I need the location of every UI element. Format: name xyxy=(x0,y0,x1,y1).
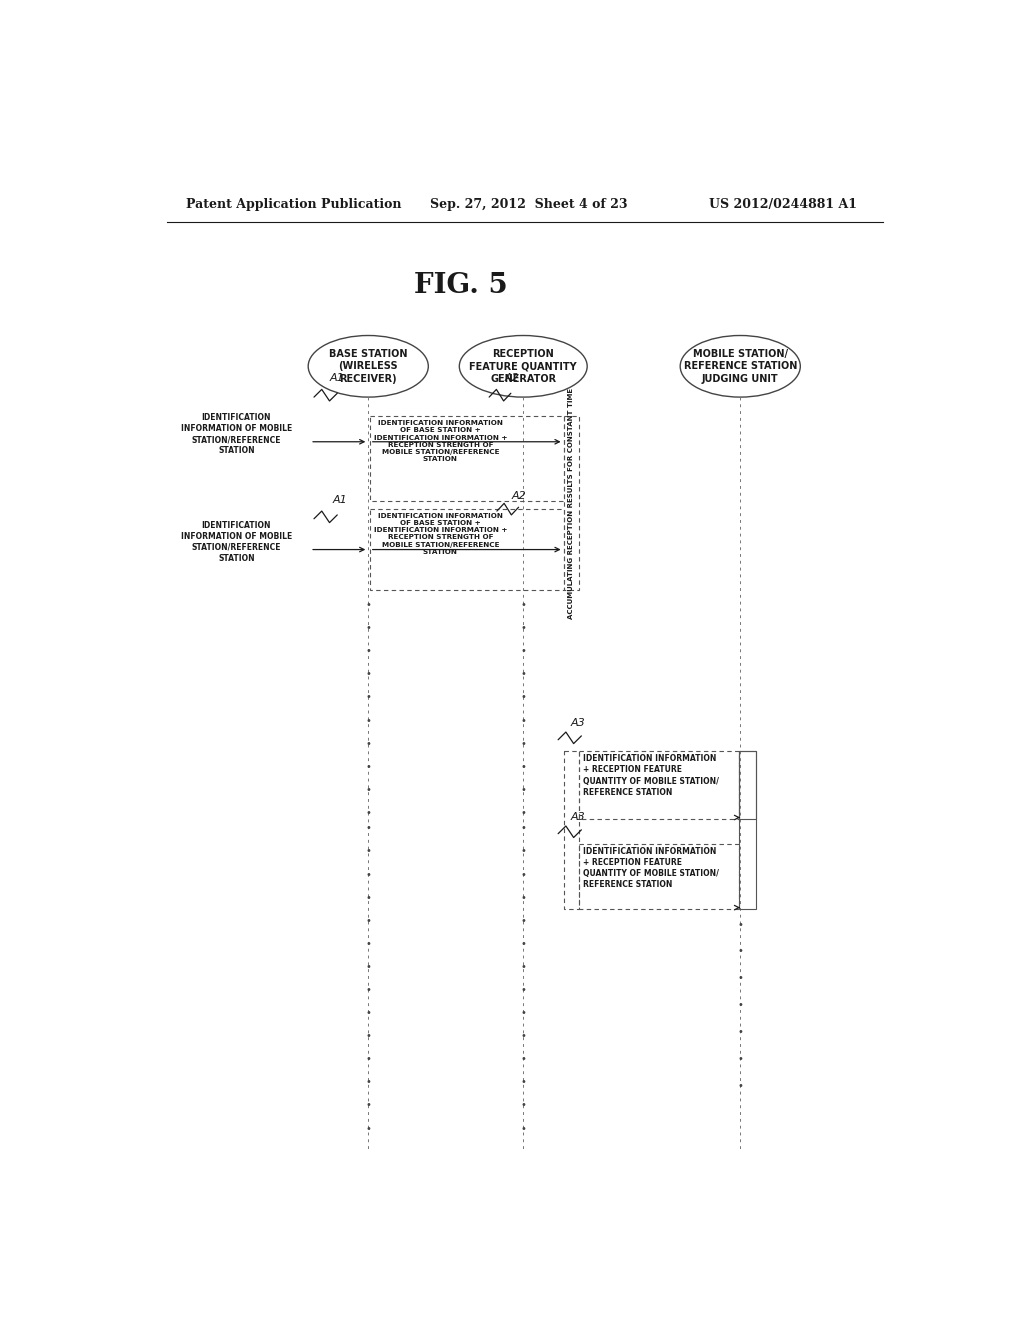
Text: A1: A1 xyxy=(330,372,345,383)
Text: A3: A3 xyxy=(570,812,585,822)
Text: •: • xyxy=(520,870,526,879)
Text: •: • xyxy=(737,1027,743,1038)
Text: •: • xyxy=(366,985,371,995)
Bar xyxy=(579,843,738,909)
Text: •: • xyxy=(737,1055,743,1064)
Text: •: • xyxy=(520,846,526,857)
Bar xyxy=(738,751,756,818)
Text: •: • xyxy=(520,785,526,795)
Text: •: • xyxy=(366,1031,371,1041)
Text: •: • xyxy=(366,808,371,818)
Text: •: • xyxy=(366,1077,371,1088)
Text: •: • xyxy=(520,824,526,833)
Text: •: • xyxy=(520,1008,526,1018)
Text: RECEPTION
FEATURE QUANTITY
GENERATOR: RECEPTION FEATURE QUANTITY GENERATOR xyxy=(469,348,578,384)
Text: •: • xyxy=(520,669,526,680)
Text: US 2012/0244881 A1: US 2012/0244881 A1 xyxy=(710,198,857,211)
Text: IDENTIFICATION
INFORMATION OF MOBILE
STATION/REFERENCE
STATION: IDENTIFICATION INFORMATION OF MOBILE STA… xyxy=(181,520,292,564)
Text: IDENTIFICATION INFORMATION
+ RECEPTION FEATURE
QUANTITY OF MOBILE STATION/
REFER: IDENTIFICATION INFORMATION + RECEPTION F… xyxy=(583,847,719,890)
Text: Sep. 27, 2012  Sheet 4 of 23: Sep. 27, 2012 Sheet 4 of 23 xyxy=(430,198,628,211)
Text: •: • xyxy=(520,693,526,702)
Text: •: • xyxy=(520,601,526,610)
Text: •: • xyxy=(520,1101,526,1110)
Text: Patent Application Publication: Patent Application Publication xyxy=(186,198,401,211)
Text: IDENTIFICATION INFORMATION
+ RECEPTION FEATURE
QUANTITY OF MOBILE STATION/
REFER: IDENTIFICATION INFORMATION + RECEPTION F… xyxy=(583,755,719,797)
Text: IDENTIFICATION INFORMATION
OF BASE STATION +
IDENTIFICATION INFORMATION +
RECEPT: IDENTIFICATION INFORMATION OF BASE STATI… xyxy=(374,420,507,462)
Text: •: • xyxy=(520,808,526,818)
Text: •: • xyxy=(366,939,371,949)
Text: •: • xyxy=(366,824,371,833)
Bar xyxy=(370,416,563,502)
Text: •: • xyxy=(520,762,526,772)
Text: •: • xyxy=(737,1001,743,1010)
Text: •: • xyxy=(366,870,371,879)
Bar xyxy=(579,751,738,818)
Text: FIG. 5: FIG. 5 xyxy=(415,272,508,298)
Text: •: • xyxy=(520,647,526,656)
Text: •: • xyxy=(737,946,743,957)
Text: •: • xyxy=(366,669,371,680)
Text: •: • xyxy=(366,647,371,656)
Text: •: • xyxy=(520,892,526,903)
Bar xyxy=(738,751,756,909)
Text: •: • xyxy=(366,916,371,925)
Text: •: • xyxy=(366,601,371,610)
Bar xyxy=(370,508,563,590)
Text: •: • xyxy=(520,1031,526,1041)
Text: •: • xyxy=(366,715,371,726)
Text: •: • xyxy=(366,846,371,857)
Text: •: • xyxy=(737,973,743,983)
Text: IDENTIFICATION
INFORMATION OF MOBILE
STATION/REFERENCE
STATION: IDENTIFICATION INFORMATION OF MOBILE STA… xyxy=(181,413,292,455)
Text: •: • xyxy=(520,623,526,634)
Text: A1: A1 xyxy=(332,495,347,504)
Text: •: • xyxy=(737,1081,743,1092)
Text: •: • xyxy=(366,762,371,772)
Text: •: • xyxy=(520,1077,526,1088)
Text: IDENTIFICATION INFORMATION
OF BASE STATION +
IDENTIFICATION INFORMATION +
RECEPT: IDENTIFICATION INFORMATION OF BASE STATI… xyxy=(374,512,507,554)
Text: •: • xyxy=(366,1123,371,1134)
Text: •: • xyxy=(366,693,371,702)
Text: •: • xyxy=(737,920,743,929)
Text: A3: A3 xyxy=(570,718,585,727)
Text: •: • xyxy=(520,1123,526,1134)
Text: •: • xyxy=(520,739,526,748)
Text: •: • xyxy=(520,939,526,949)
Text: •: • xyxy=(520,1055,526,1064)
Text: •: • xyxy=(366,785,371,795)
Text: •: • xyxy=(520,916,526,925)
Text: •: • xyxy=(366,1055,371,1064)
Text: A2: A2 xyxy=(504,372,519,383)
Text: •: • xyxy=(366,739,371,748)
Text: MOBILE STATION/
REFERENCE STATION
JUDGING UNIT: MOBILE STATION/ REFERENCE STATION JUDGIN… xyxy=(684,348,797,384)
Text: ACCUMULATING RECEPTION RESULTS FOR CONSTANT TIME: ACCUMULATING RECEPTION RESULTS FOR CONST… xyxy=(568,387,574,619)
Text: •: • xyxy=(366,1008,371,1018)
Text: •: • xyxy=(520,962,526,972)
Text: •: • xyxy=(520,715,526,726)
Text: •: • xyxy=(520,985,526,995)
Text: •: • xyxy=(366,1101,371,1110)
Text: A2: A2 xyxy=(512,491,526,500)
Text: •: • xyxy=(366,892,371,903)
Bar xyxy=(563,416,579,590)
Text: •: • xyxy=(366,623,371,634)
Text: •: • xyxy=(366,962,371,972)
Text: BASE STATION
(WIRELESS
RECEIVER): BASE STATION (WIRELESS RECEIVER) xyxy=(329,348,408,384)
Bar xyxy=(563,751,579,909)
